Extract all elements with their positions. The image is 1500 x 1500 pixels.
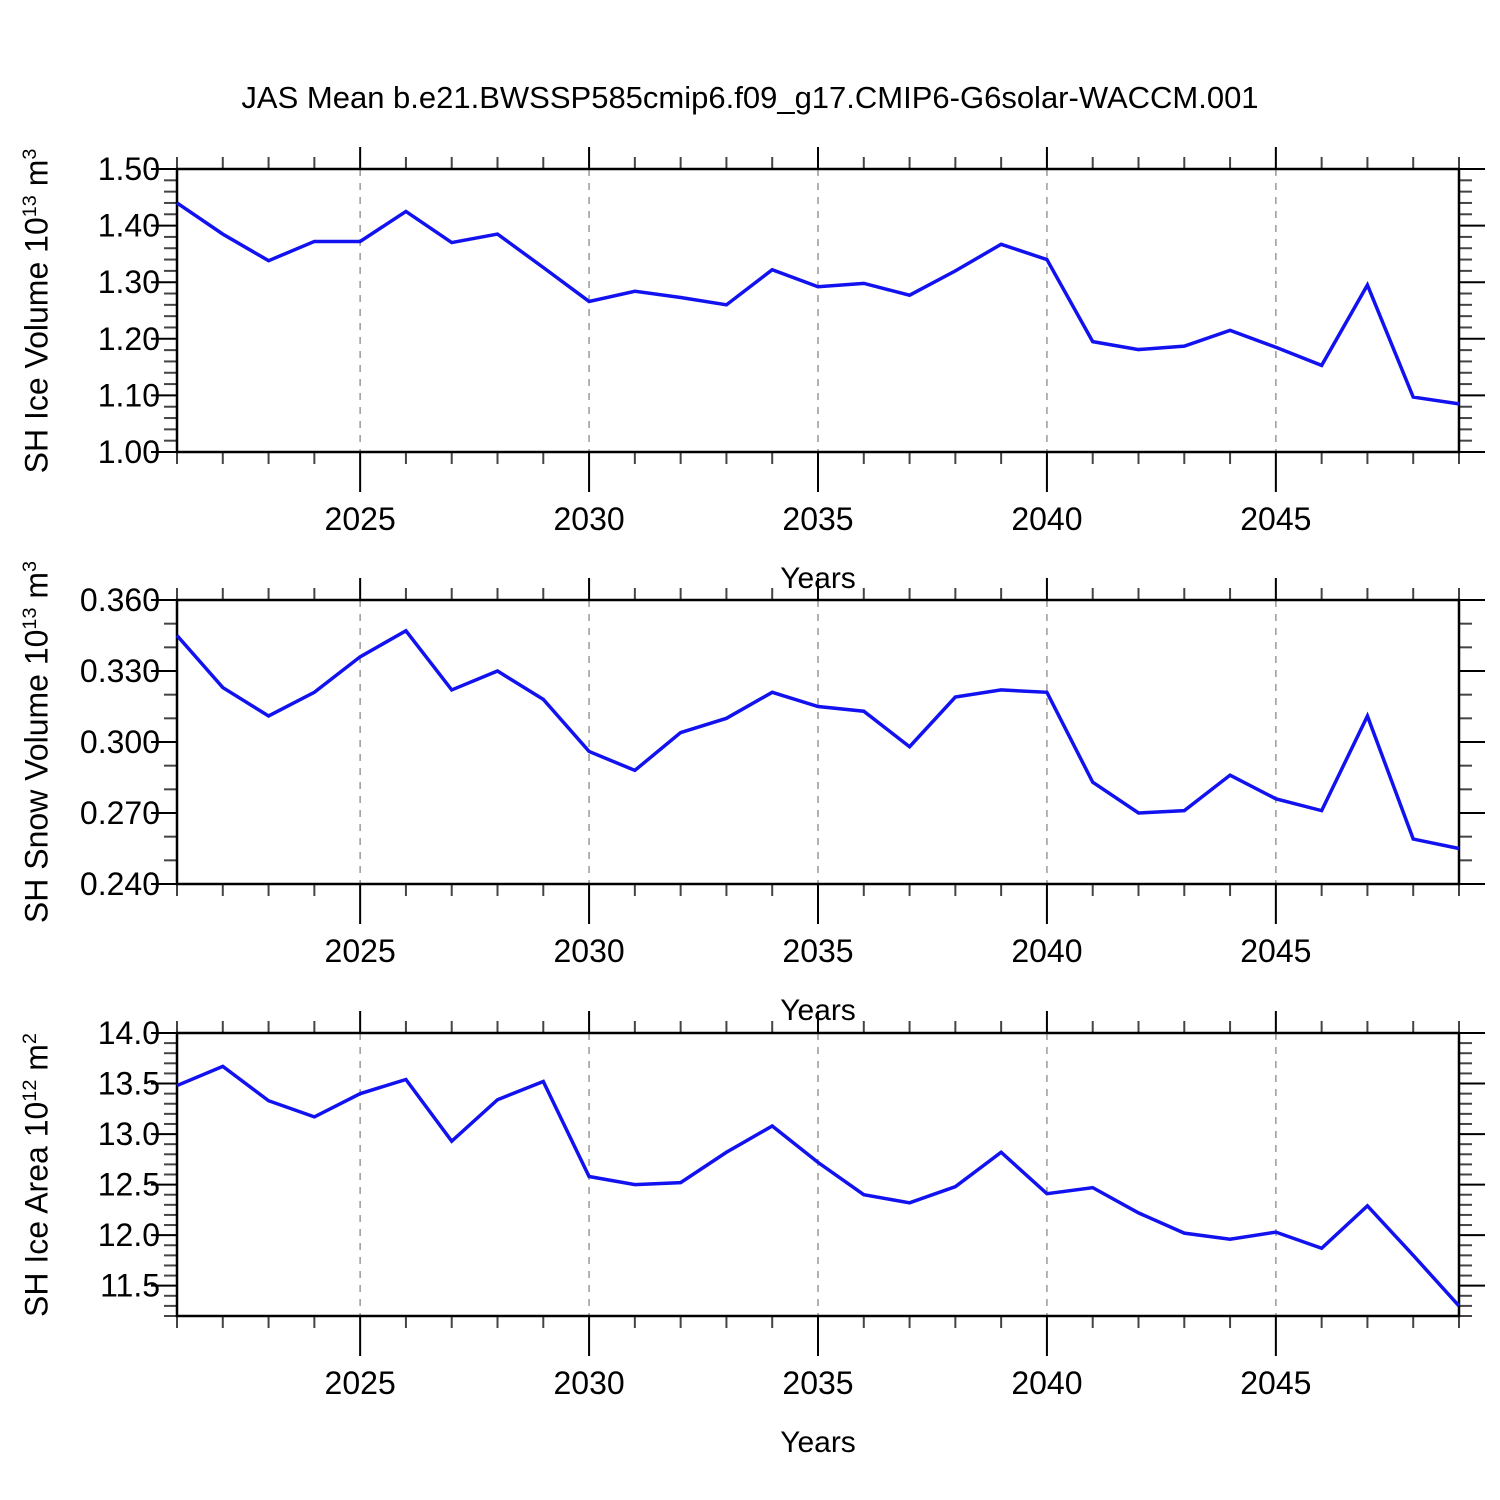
svg-text:14.0: 14.0 <box>98 1015 160 1051</box>
svg-text:0.240: 0.240 <box>80 866 160 902</box>
svg-text:11.5: 11.5 <box>100 1268 160 1304</box>
x-axis-ticks <box>176 147 1460 492</box>
svg-text:2035: 2035 <box>782 501 853 537</box>
svg-text:2040: 2040 <box>1011 933 1082 969</box>
svg-text:2025: 2025 <box>325 1365 396 1401</box>
data-series-line <box>176 1064 1461 1308</box>
gridlines <box>359 169 1277 452</box>
data-series-line <box>176 201 1460 406</box>
svg-text:13.0: 13.0 <box>98 1116 160 1152</box>
y-axis-ticks <box>151 599 1485 885</box>
y-axis-labels: 1.00 1.10 1.20 1.30 1.40 1.50 <box>98 151 160 470</box>
svg-text:12.0: 12.0 <box>98 1217 160 1253</box>
svg-text:1.50: 1.50 <box>98 151 160 187</box>
svg-text:2045: 2045 <box>1240 933 1311 969</box>
plot-frame <box>175 598 1461 886</box>
svg-text:2035: 2035 <box>782 1365 853 1401</box>
svg-text:2035: 2035 <box>782 933 853 969</box>
y-axis-labels: 0.240 0.270 0.300 0.330 0.360 <box>80 582 160 902</box>
gridlines <box>359 600 1277 884</box>
x-axis-labels: 2025 2030 2035 2040 2045 <box>325 1365 1312 1401</box>
svg-text:2030: 2030 <box>553 501 624 537</box>
x-axis-ticks <box>176 578 1460 924</box>
svg-text:1.20: 1.20 <box>98 321 160 357</box>
chart-canvas-sh-ice-volume: 1.00 1.10 1.20 1.30 1.40 1.50 2025 2030 2035 2040… <box>98 147 1485 595</box>
svg-text:1.00: 1.00 <box>98 434 160 470</box>
data-series-line <box>175 628 1460 851</box>
x-axis-ticks <box>176 1011 1460 1356</box>
plot-frame <box>175 167 1461 454</box>
x-axis-title: Years <box>780 1426 856 1459</box>
chart-canvas-sh-snow-volume: 0.240 0.270 0.300 0.330 0.360 2025 2030 2035 204… <box>80 578 1485 1027</box>
y-axis-labels: 11.5 12.0 12.5 13.0 13.5 14.0 <box>98 1015 160 1304</box>
svg-text:1.10: 1.10 <box>98 377 160 413</box>
plot-title: JAS Mean b.e21.BWSSP585cmip6.f09_g17.CMI… <box>241 80 1259 115</box>
y-axis-ticks <box>151 168 1485 453</box>
svg-text:12.5: 12.5 <box>98 1167 160 1203</box>
x-axis-labels: 2025 2030 2035 2040 2045 <box>325 933 1312 969</box>
svg-text:0.300: 0.300 <box>80 724 160 760</box>
svg-text:0.360: 0.360 <box>80 582 160 618</box>
svg-text:2025: 2025 <box>325 501 396 537</box>
svg-text:2030: 2030 <box>553 1365 624 1401</box>
svg-text:2040: 2040 <box>1011 501 1082 537</box>
svg-text:1.30: 1.30 <box>98 264 160 300</box>
gridlines <box>359 1033 1277 1316</box>
svg-text:1.40: 1.40 <box>98 208 160 244</box>
svg-text:2045: 2045 <box>1240 1365 1311 1401</box>
svg-text:2045: 2045 <box>1240 501 1311 537</box>
svg-text:13.5: 13.5 <box>98 1066 160 1102</box>
x-axis-labels: 2025 2030 2035 2040 2045 <box>325 501 1312 537</box>
plot-frame <box>175 1031 1461 1318</box>
svg-text:2025: 2025 <box>325 933 396 969</box>
svg-text:0.330: 0.330 <box>80 653 160 689</box>
svg-text:0.270: 0.270 <box>80 795 160 831</box>
chart-canvas-sh-ice-area: 11.5 12.0 12.5 13.0 13.5 14.0 2025 2030 2035 2040… <box>98 1011 1485 1459</box>
svg-text:2030: 2030 <box>553 933 624 969</box>
svg-text:2040: 2040 <box>1011 1365 1082 1401</box>
y-axis-ticks <box>151 1032 1485 1317</box>
